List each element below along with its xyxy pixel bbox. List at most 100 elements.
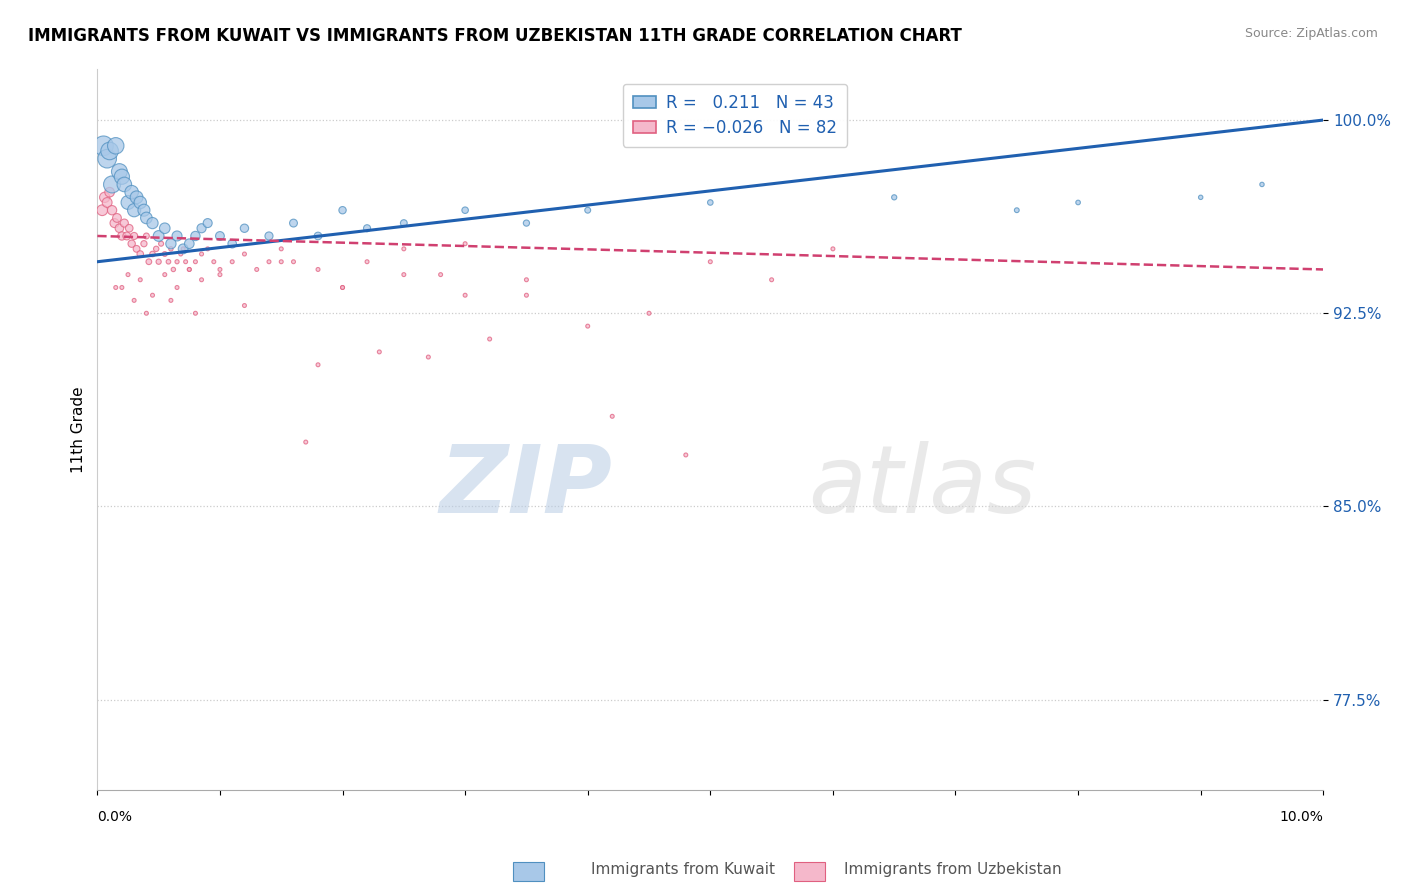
Point [190, 273, 212, 287]
Point [638, 306, 661, 320]
Point [122, 203, 145, 218]
Point [111, 169, 134, 184]
Point [454, 203, 477, 218]
Legend: R =   0.211   N = 43, R = −0.026   N = 82: R = 0.211 N = 43, R = −0.026 N = 82 [623, 84, 846, 146]
Point [221, 236, 243, 251]
Point [141, 247, 163, 261]
Point [174, 254, 197, 268]
Point [153, 268, 176, 282]
Point [91, 203, 114, 218]
Point [101, 203, 124, 218]
Point [356, 221, 378, 235]
Point [122, 229, 145, 244]
Point [121, 185, 143, 199]
Point [332, 203, 354, 218]
Text: 10.0%: 10.0% [1279, 811, 1323, 824]
Point [172, 242, 194, 256]
Point [138, 254, 160, 268]
Point [1067, 195, 1090, 210]
Point [208, 229, 231, 244]
Point [150, 236, 173, 251]
Point [429, 268, 451, 282]
Point [576, 203, 599, 218]
Point [392, 242, 415, 256]
Point [356, 254, 378, 268]
Point [93, 138, 115, 153]
Point [1189, 190, 1212, 204]
Point [157, 254, 180, 268]
Point [145, 242, 167, 256]
Point [233, 221, 256, 235]
Point [125, 242, 148, 256]
Point [122, 293, 145, 308]
Point [153, 221, 176, 235]
Point [118, 221, 141, 235]
Point [108, 221, 131, 235]
Point [761, 273, 783, 287]
Point [307, 358, 329, 372]
Point [454, 288, 477, 302]
Point [454, 236, 477, 251]
Point [179, 262, 201, 277]
Point [294, 435, 316, 450]
Point [418, 350, 440, 364]
Point [208, 268, 231, 282]
Point [125, 190, 148, 204]
Point [108, 164, 131, 178]
Point [270, 254, 292, 268]
Point [257, 254, 280, 268]
Point [117, 268, 139, 282]
Point [166, 254, 188, 268]
Point [166, 229, 188, 244]
Point [172, 242, 194, 256]
Point [1005, 203, 1028, 218]
Text: ZIP: ZIP [439, 441, 612, 533]
Y-axis label: 11th Grade: 11th Grade [72, 386, 86, 473]
Point [179, 262, 201, 277]
Point [202, 254, 225, 268]
Text: 0.0%: 0.0% [97, 811, 132, 824]
Text: Immigrants from Kuwait: Immigrants from Kuwait [591, 863, 775, 877]
Text: atlas: atlas [808, 442, 1036, 533]
Point [148, 229, 170, 244]
Point [160, 293, 183, 308]
Point [190, 247, 212, 261]
Point [307, 229, 329, 244]
Point [233, 299, 256, 313]
Point [184, 229, 207, 244]
Point [515, 288, 537, 302]
Point [166, 280, 188, 294]
Point [160, 242, 183, 256]
Point [104, 280, 127, 294]
Point [699, 195, 721, 210]
Point [129, 247, 152, 261]
Text: Immigrants from Uzbekistan: Immigrants from Uzbekistan [844, 863, 1062, 877]
Point [129, 273, 152, 287]
Point [135, 306, 157, 320]
Point [96, 195, 118, 210]
Point [105, 211, 128, 225]
Text: Source: ZipAtlas.com: Source: ZipAtlas.com [1244, 27, 1378, 40]
Point [135, 211, 157, 225]
Point [368, 345, 391, 359]
Point [283, 216, 305, 230]
Point [98, 185, 121, 199]
Point [197, 242, 219, 256]
Point [600, 409, 623, 424]
Point [132, 236, 155, 251]
Text: IMMIGRANTS FROM KUWAIT VS IMMIGRANTS FROM UZBEKISTAN 11TH GRADE CORRELATION CHAR: IMMIGRANTS FROM KUWAIT VS IMMIGRANTS FRO… [28, 27, 962, 45]
Point [515, 216, 537, 230]
Point [101, 178, 124, 192]
Point [246, 262, 269, 277]
Point [478, 332, 501, 346]
Point [1251, 178, 1274, 192]
Point [208, 262, 231, 277]
Point [515, 273, 537, 287]
Point [675, 448, 697, 462]
Point [307, 262, 329, 277]
Point [111, 280, 134, 294]
Point [148, 254, 170, 268]
Point [170, 247, 193, 261]
Point [112, 216, 135, 230]
Point [332, 280, 354, 294]
